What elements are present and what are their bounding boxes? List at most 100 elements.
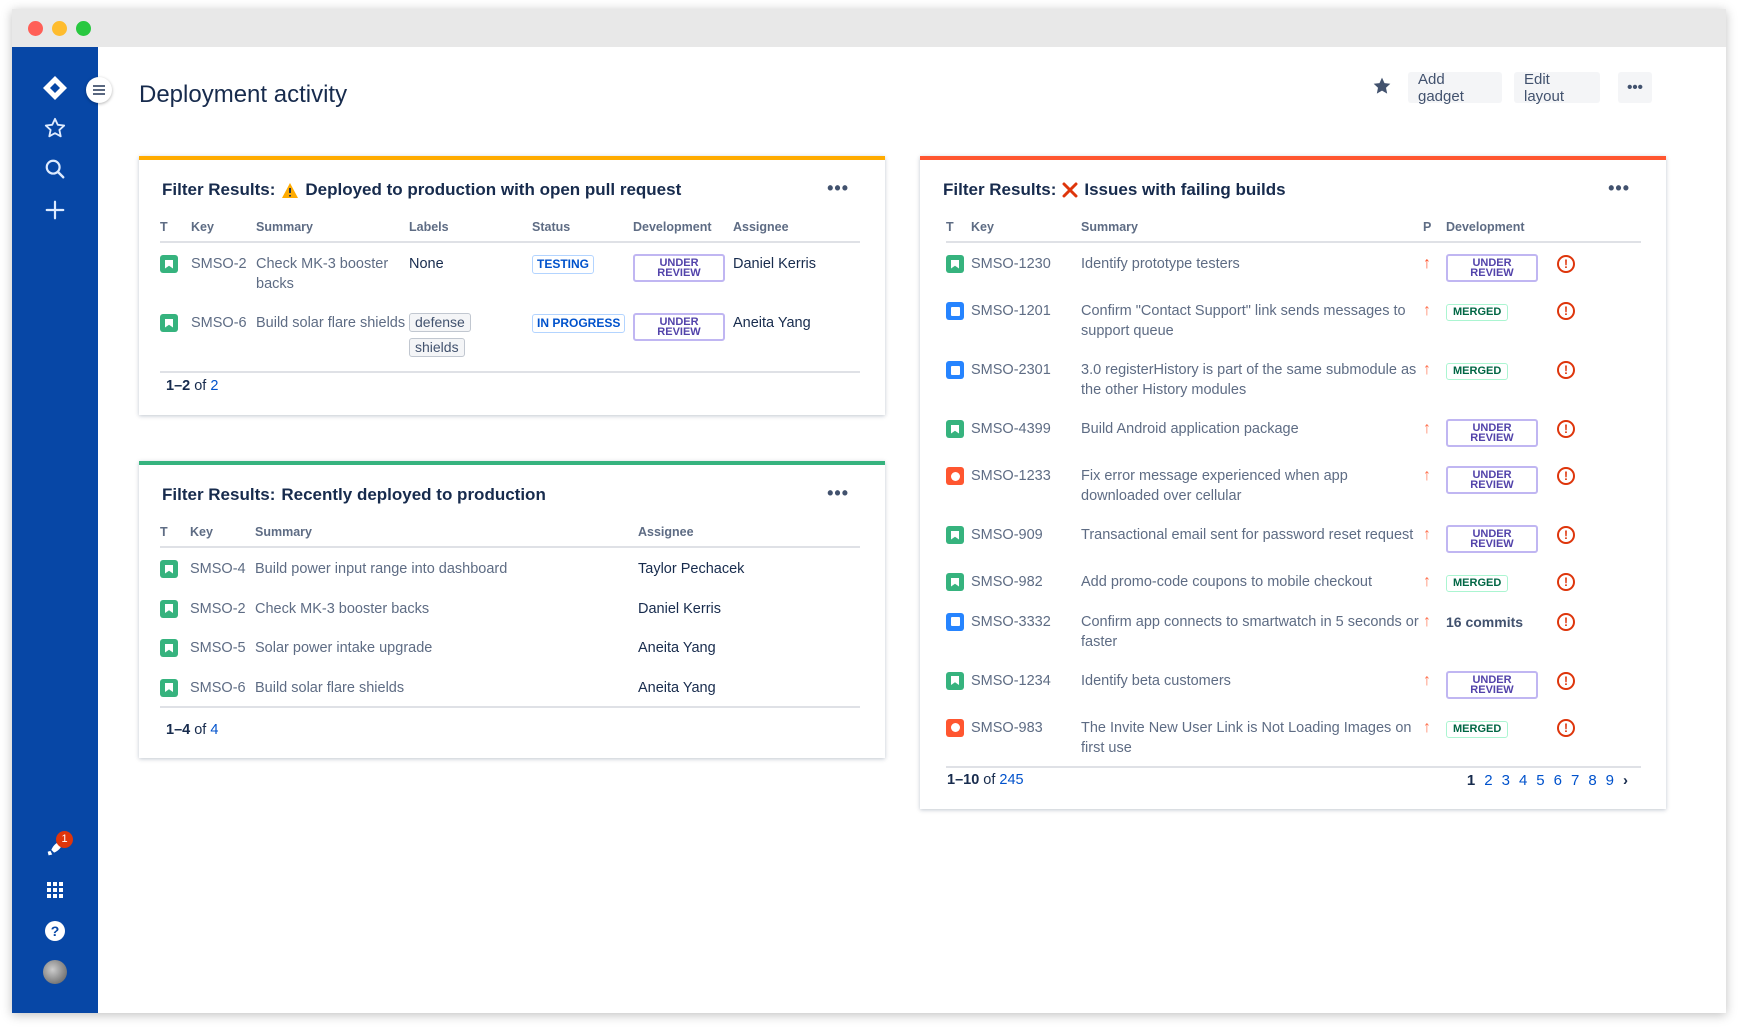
issue-summary[interactable]: Add promo-code coupons to mobile checkou… — [1081, 574, 1372, 590]
build-failed-icon[interactable]: ! — [1557, 361, 1575, 379]
close-window-button[interactable] — [28, 21, 43, 36]
column-header[interactable]: Summary — [256, 218, 409, 243]
column-header[interactable]: T — [946, 218, 971, 243]
issue-summary[interactable]: Build Android application package — [1081, 421, 1299, 437]
dev-status-under-review[interactable]: UNDER REVIEW — [1446, 254, 1538, 282]
more-actions-button[interactable]: ••• — [1618, 72, 1652, 103]
dev-status-under-review[interactable]: UNDER REVIEW — [1446, 525, 1538, 553]
table-row[interactable]: SMSO-1230 Identify prototype testers ↑ UNDE… — [946, 242, 1641, 290]
issue-summary[interactable]: Check MK-3 booster backs — [255, 600, 430, 617]
table-row[interactable]: SMSO-909 Transactional email sent for pas… — [946, 514, 1641, 561]
build-failed-icon[interactable]: ! — [1557, 718, 1575, 737]
column-header[interactable]: Status — [532, 218, 633, 243]
table-row[interactable]: SMSO-1234 Identify beta customers ↑ UNDER R… — [946, 660, 1641, 707]
collapse-sidebar-button[interactable] — [86, 77, 112, 103]
column-header[interactable]: Key — [191, 218, 256, 243]
table-row[interactable]: SMSO-2 Check MK-3 booster backs None TESTIN… — [160, 242, 860, 302]
issue-summary[interactable]: Solar power intake upgrade — [255, 640, 433, 656]
page-3-link[interactable]: 3 — [1501, 772, 1510, 789]
gadget-menu-button[interactable]: ••• — [827, 178, 849, 198]
issue-key-link[interactable]: SMSO-2 — [190, 600, 246, 617]
column-header[interactable]: Summary — [255, 523, 638, 548]
issue-key-link[interactable]: SMSO-983 — [971, 706, 1081, 768]
issue-key-link[interactable]: SMSO-2301 — [971, 362, 1051, 378]
issue-key-link[interactable]: SMSO-909 — [971, 527, 1043, 543]
issue-summary[interactable]: Identify prototype testers — [1081, 256, 1240, 272]
total-link[interactable]: 2 — [210, 378, 219, 394]
issue-summary[interactable]: 3.0 registerHistory is part of the same … — [1081, 362, 1417, 398]
build-failed-icon[interactable]: ! — [1557, 526, 1575, 544]
issue-key-link[interactable]: SMSO-1201 — [971, 303, 1051, 319]
page-1-link[interactable]: 1 — [1466, 772, 1476, 789]
build-failed-icon[interactable]: ! — [1557, 255, 1575, 273]
page-9-link[interactable]: 9 — [1605, 772, 1614, 789]
table-row[interactable]: SMSO-1201 Confirm "Contact Support" link … — [946, 290, 1641, 349]
total-link[interactable]: 4 — [210, 722, 219, 738]
build-failed-icon[interactable]: ! — [1557, 467, 1575, 485]
build-failed-icon[interactable]: ! — [1557, 671, 1575, 690]
table-row[interactable]: SMSO-6 Build solar flare shields defense sh… — [160, 302, 860, 373]
issue-summary[interactable]: Build solar flare shields — [256, 302, 409, 373]
dev-status-under-review[interactable]: UNDER REVIEW — [633, 313, 725, 341]
issue-summary[interactable]: Build solar flare shields — [255, 666, 638, 708]
table-row[interactable]: SMSO-3332 Confirm app connects to smartwa… — [946, 601, 1641, 660]
issue-key-link[interactable]: SMSO-3332 — [971, 613, 1051, 630]
column-header[interactable]: T — [160, 218, 191, 243]
issue-key-link[interactable]: SMSO-2 — [191, 256, 247, 272]
dev-status-merged[interactable]: MERGED — [1446, 720, 1509, 738]
issue-summary[interactable]: Identify beta customers — [1081, 672, 1231, 689]
dev-status-under-review[interactable]: UNDER REVIEW — [1446, 419, 1538, 447]
page-8-link[interactable]: 8 — [1588, 772, 1597, 789]
issue-key-link[interactable]: SMSO-1233 — [971, 468, 1051, 484]
build-failed-icon[interactable]: ! — [1557, 302, 1575, 320]
page-2-link[interactable]: 2 — [1484, 772, 1493, 789]
page-6-link[interactable]: 6 — [1553, 772, 1562, 789]
dev-status-under-review[interactable]: UNDER REVIEW — [633, 254, 725, 282]
total-link[interactable]: 245 — [999, 772, 1024, 788]
minimize-window-button[interactable] — [52, 21, 67, 36]
dev-status-under-review[interactable]: UNDER REVIEW — [1446, 670, 1538, 699]
table-row[interactable]: SMSO-4 Build power input range into dashb… — [160, 547, 860, 588]
star-dashboard-icon[interactable] — [1372, 76, 1392, 101]
issue-key-link[interactable]: SMSO-6 — [190, 666, 255, 708]
issue-summary[interactable]: Build power input range into dashboard — [255, 561, 508, 577]
column-header[interactable]: T — [160, 523, 190, 548]
issue-key-link[interactable]: SMSO-4 — [190, 561, 246, 577]
label-tag[interactable]: shields — [409, 338, 465, 357]
issue-key-link[interactable]: SMSO-982 — [971, 574, 1043, 590]
table-row[interactable]: SMSO-1233 Fix error message experienced w… — [946, 455, 1641, 514]
issue-summary[interactable]: The Invite New User Link is Not Loading … — [1081, 706, 1423, 768]
create-icon[interactable] — [35, 190, 75, 230]
gadget-menu-button[interactable]: ••• — [827, 483, 849, 503]
issue-key-link[interactable]: SMSO-6 — [191, 302, 256, 373]
gadget-menu-button[interactable]: ••• — [1608, 178, 1630, 198]
issue-summary[interactable]: Fix error message experienced when app d… — [1081, 468, 1348, 504]
table-row[interactable]: SMSO-2 Check MK-3 booster backs Daniel Ker… — [160, 588, 860, 628]
zoom-window-button[interactable] — [76, 21, 91, 36]
page-4-link[interactable]: 4 — [1518, 772, 1528, 789]
releases-rocket-icon[interactable]: 1 — [35, 829, 75, 869]
column-header[interactable]: Key — [971, 218, 1081, 243]
help-icon[interactable]: ? — [35, 911, 75, 951]
table-row[interactable]: SMSO-5 Solar power intake upgrade Aneita Y… — [160, 627, 860, 667]
column-header[interactable]: P — [1423, 218, 1446, 243]
issue-summary[interactable]: Transactional email sent for password re… — [1081, 527, 1414, 543]
star-icon[interactable] — [35, 108, 75, 148]
add-gadget-button[interactable]: Add gadget — [1408, 71, 1502, 105]
build-failed-icon[interactable]: ! — [1557, 612, 1575, 631]
dev-status-under-review[interactable]: UNDER REVIEW — [1446, 466, 1538, 494]
page-7-link[interactable]: 7 — [1570, 772, 1580, 789]
table-row[interactable]: SMSO-983 The Invite New User Link is Not … — [946, 706, 1641, 768]
issue-summary[interactable]: Confirm app connects to smartwatch in 5 … — [1081, 613, 1419, 650]
issue-summary[interactable]: Check MK-3 booster backs — [256, 256, 389, 292]
column-header[interactable]: Development — [1446, 218, 1557, 243]
column-header[interactable]: Key — [190, 523, 255, 548]
apps-grid-icon[interactable] — [35, 870, 75, 910]
issue-key-link[interactable]: SMSO-5 — [190, 640, 246, 656]
issue-summary[interactable]: Confirm "Contact Support" link sends mes… — [1081, 303, 1406, 339]
column-header[interactable]: Assignee — [733, 218, 860, 243]
column-header[interactable]: Labels — [409, 218, 532, 243]
column-header[interactable]: Development — [633, 218, 733, 243]
build-failed-icon[interactable]: ! — [1557, 420, 1575, 438]
build-failed-icon[interactable]: ! — [1557, 573, 1575, 591]
